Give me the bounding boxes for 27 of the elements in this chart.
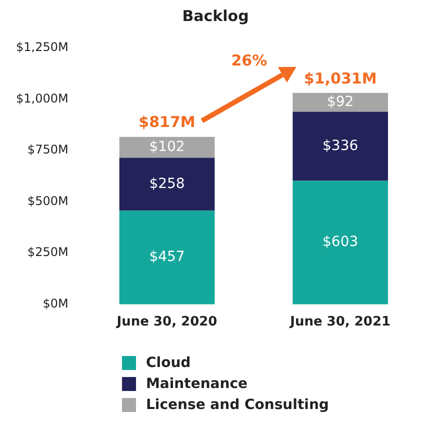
y-tick-label: $0M: [42, 296, 68, 311]
y-tick-label: $500M: [27, 194, 68, 208]
bar: [292, 180, 388, 304]
legend-label: License and Consulting: [146, 396, 329, 412]
legend-label: Cloud: [146, 354, 191, 370]
total-label: $1,031M: [304, 69, 377, 88]
data-label: $258: [149, 176, 185, 192]
y-tick-label: $1,000M: [16, 91, 68, 106]
legend-label: Maintenance: [146, 376, 248, 392]
bar: [119, 210, 215, 304]
bar: [119, 136, 215, 158]
total-label: $817M: [138, 113, 196, 132]
data-label: $336: [322, 138, 358, 154]
bar: [119, 158, 215, 211]
bar: [292, 92, 388, 112]
data-label: $92: [326, 94, 354, 110]
y-tick-label: $750M: [27, 142, 68, 157]
x-tick-label: June 30, 2020: [116, 314, 218, 330]
x-tick-label: June 30, 2021: [289, 314, 391, 330]
data-label: $102: [149, 138, 185, 155]
chart-title: Backlog: [182, 6, 249, 25]
y-tick-label: $1,250M: [16, 40, 68, 54]
data-label: $603: [322, 234, 358, 250]
annotation: 26%: [231, 51, 268, 70]
data-label: $457: [149, 249, 185, 266]
y-tick-label: $250M: [27, 245, 68, 260]
bar: [292, 112, 388, 181]
